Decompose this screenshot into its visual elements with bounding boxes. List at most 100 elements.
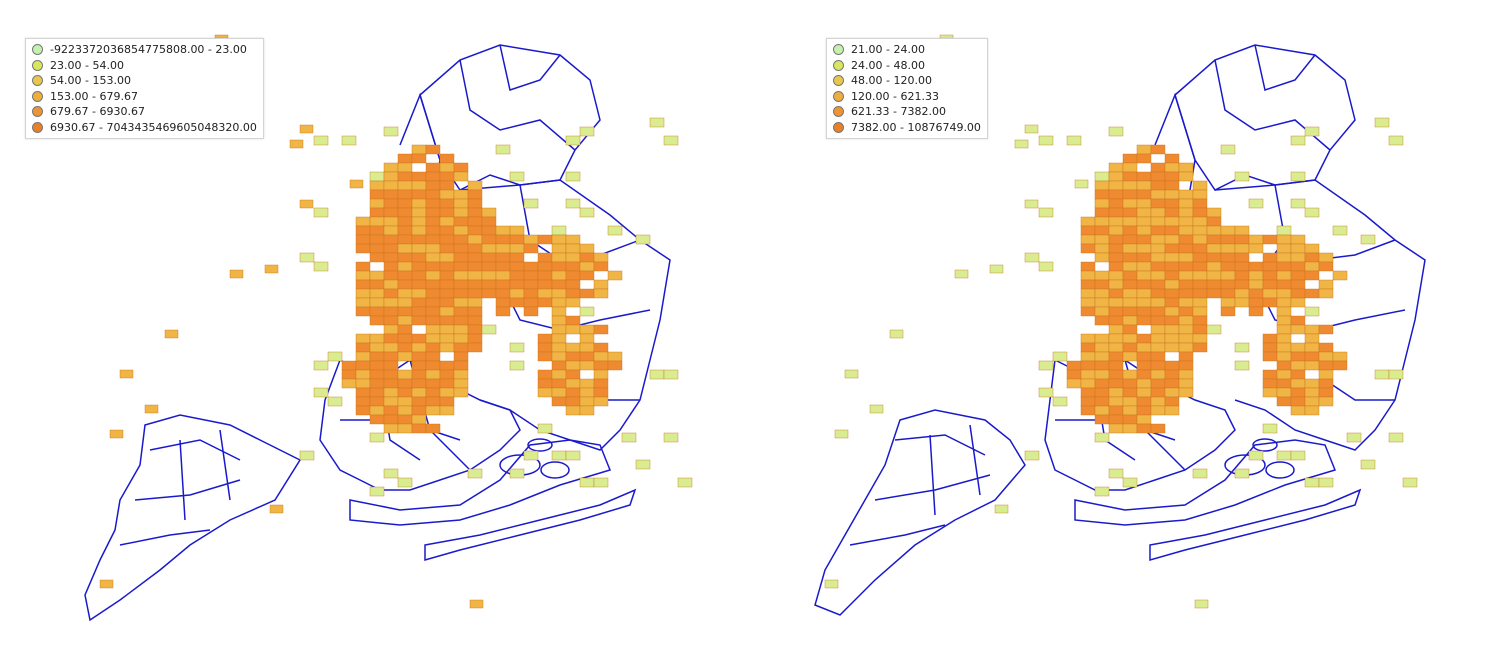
- grid-cell: [355, 297, 371, 308]
- grid-cell: [453, 198, 469, 209]
- grid-cell: [397, 342, 413, 353]
- grid-cell: [439, 252, 455, 263]
- grid-cell: [397, 261, 413, 272]
- grid-cell: [495, 270, 511, 281]
- grid-cell: [1108, 369, 1124, 380]
- legend-swatch: [833, 90, 844, 102]
- grid-cell: [1262, 423, 1278, 434]
- grid-cell: [1276, 351, 1292, 362]
- grid-cell: [1220, 270, 1236, 281]
- grid-cell: [607, 351, 623, 362]
- grid-cell: [1262, 333, 1278, 344]
- grid-cell: [467, 261, 483, 272]
- legend-label: 120.00 - 621.33: [851, 89, 939, 103]
- grid-cell: [453, 351, 469, 362]
- grid-cell: [565, 369, 581, 380]
- grid-cell: [341, 135, 357, 146]
- grid-cell: [579, 342, 595, 353]
- grid-cell: [1080, 216, 1096, 227]
- grid-cell: [1080, 333, 1096, 344]
- grid-cell: [635, 459, 651, 470]
- grid-cell: [397, 315, 413, 326]
- grid-cell: [383, 126, 399, 137]
- grid-cell: [565, 270, 581, 281]
- grid-cell: [1122, 216, 1138, 227]
- grid-cell: [383, 171, 399, 182]
- grid-cell: [1192, 189, 1208, 200]
- grid-cell: [1374, 369, 1390, 380]
- grid-cell: [1290, 198, 1306, 209]
- grid-cell: [1178, 198, 1194, 209]
- grid-cell: [1206, 252, 1222, 263]
- grid-cell: [1220, 306, 1236, 317]
- grid-cell: [1276, 279, 1292, 290]
- grid-cell: [1318, 324, 1334, 335]
- grid-cell: [579, 396, 595, 407]
- grid-cell: [1304, 126, 1320, 137]
- grid-cell: [607, 225, 623, 236]
- grid-cell: [1024, 199, 1039, 209]
- grid-cell: [411, 387, 427, 398]
- grid-cell: [1080, 225, 1096, 236]
- grid-cell: [1276, 315, 1292, 326]
- grid-cell: [467, 279, 483, 290]
- grid-cell: [397, 198, 413, 209]
- grid-cell: [1206, 216, 1222, 227]
- grid-cell: [1136, 207, 1152, 218]
- grid-cell: [397, 153, 413, 164]
- grid-cell: [551, 306, 567, 317]
- grid-cell: [439, 387, 455, 398]
- grid-cell: [1108, 297, 1124, 308]
- grid-cell: [1164, 387, 1180, 398]
- grid-cell: [1024, 124, 1039, 134]
- grid-cell: [383, 234, 399, 245]
- grid-cell: [1080, 297, 1096, 308]
- grid-cell: [1290, 234, 1306, 245]
- grid-cell: [397, 423, 413, 434]
- grid-cell: [523, 306, 539, 317]
- grid-cell: [439, 369, 455, 380]
- grid-cell: [607, 360, 623, 371]
- grid-cell: [383, 351, 399, 362]
- grid-cell: [1304, 396, 1320, 407]
- grid-cell: [439, 171, 455, 182]
- grid-cell: [1066, 369, 1082, 380]
- map-panel-right: 21.00 - 24.00 24.00 - 48.00 48.00 - 120.00…: [755, 0, 1510, 661]
- grid-cell: [495, 144, 511, 155]
- grid-cell: [383, 189, 399, 200]
- grid-cell: [1234, 252, 1250, 263]
- grid-cell: [565, 261, 581, 272]
- grid-cell: [1318, 288, 1334, 299]
- grid-cell: [1164, 225, 1180, 236]
- grid-cell: [1192, 468, 1208, 479]
- grid-cell: [369, 234, 385, 245]
- grid-cell: [1262, 387, 1278, 398]
- grid-cell: [1304, 261, 1320, 272]
- grid-cell: [439, 189, 455, 200]
- grid-cell: [824, 579, 839, 589]
- grid-cell: [467, 252, 483, 263]
- grid-cell: [425, 189, 441, 200]
- grid-cell: [397, 324, 413, 335]
- grid-cell: [1234, 468, 1250, 479]
- grid-cell: [355, 396, 371, 407]
- grid-cell: [425, 225, 441, 236]
- grid-cell: [411, 189, 427, 200]
- grid-cell: [425, 144, 441, 155]
- grid-cell: [523, 243, 539, 254]
- grid-cell: [565, 288, 581, 299]
- grid-cell: [355, 342, 371, 353]
- grid-cell: [1122, 189, 1138, 200]
- grid-cell: [989, 264, 1004, 274]
- grid-cell: [1108, 171, 1124, 182]
- grid-cell: [565, 243, 581, 254]
- grid-cell: [1108, 414, 1124, 425]
- grid-cell: [1262, 369, 1278, 380]
- grid-cell: [425, 162, 441, 173]
- grid-cell: [635, 234, 651, 245]
- grid-cell: [411, 261, 427, 272]
- grid-cell: [1150, 207, 1166, 218]
- grid-cell: [1248, 297, 1264, 308]
- grid-cell: [1304, 252, 1320, 263]
- grid-cell: [1080, 405, 1096, 416]
